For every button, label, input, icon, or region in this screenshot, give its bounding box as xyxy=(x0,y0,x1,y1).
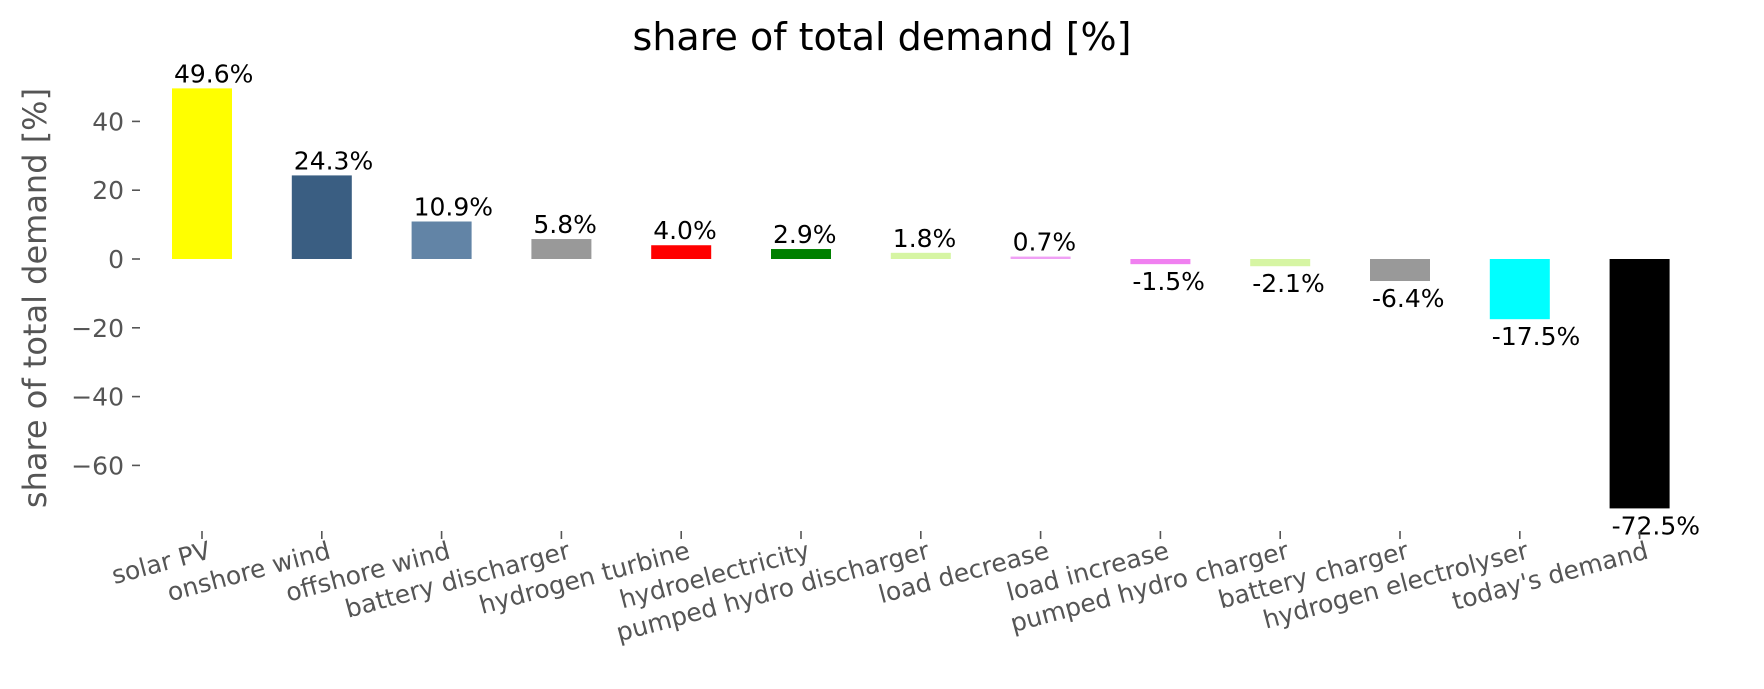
data-label: 24.3% xyxy=(294,146,373,175)
y-axis-label: share of total demand [%] xyxy=(16,88,54,508)
bar xyxy=(1250,259,1311,267)
data-label: 4.0% xyxy=(653,216,717,245)
bars xyxy=(172,88,1670,509)
data-label: 1.8% xyxy=(893,224,957,253)
y-tick-label: 40 xyxy=(92,107,124,136)
data-label: -1.5% xyxy=(1132,267,1205,296)
bar xyxy=(172,88,232,259)
bar xyxy=(890,252,951,259)
data-label: 2.9% xyxy=(773,220,837,249)
bar xyxy=(651,245,712,259)
bar xyxy=(1489,259,1550,320)
y-tick-label: −20 xyxy=(71,314,124,343)
bar xyxy=(1370,259,1430,282)
data-label: 49.6% xyxy=(174,59,253,88)
data-label: -6.4% xyxy=(1372,284,1445,313)
data-label: -17.5% xyxy=(1492,322,1580,351)
y-tick-label: 0 xyxy=(108,245,124,274)
y-tick-label: −40 xyxy=(71,383,124,412)
data-label: -72.5% xyxy=(1612,511,1700,540)
data-label: 5.8% xyxy=(533,210,597,239)
bar xyxy=(411,221,472,259)
data-label: -2.1% xyxy=(1252,269,1325,298)
bar xyxy=(531,239,592,259)
y-tick-label: −60 xyxy=(71,451,124,480)
data-labels: 49.6% 24.3% 10.9% 5.8% 4.0% 2.9% 1.8% 0.7% -1.5%… xyxy=(174,59,1700,540)
bar xyxy=(291,175,352,259)
data-label: 0.7% xyxy=(1013,228,1077,257)
bar xyxy=(1130,259,1191,265)
y-axis: 40 20 0 −20 −40 −60 xyxy=(71,107,140,480)
chart-title: share of total demand [%] xyxy=(633,15,1132,59)
bar xyxy=(771,249,831,259)
bar xyxy=(1010,256,1071,259)
y-tick-label: 20 xyxy=(92,176,124,205)
data-label: 10.9% xyxy=(414,193,493,222)
bar xyxy=(1609,259,1670,509)
